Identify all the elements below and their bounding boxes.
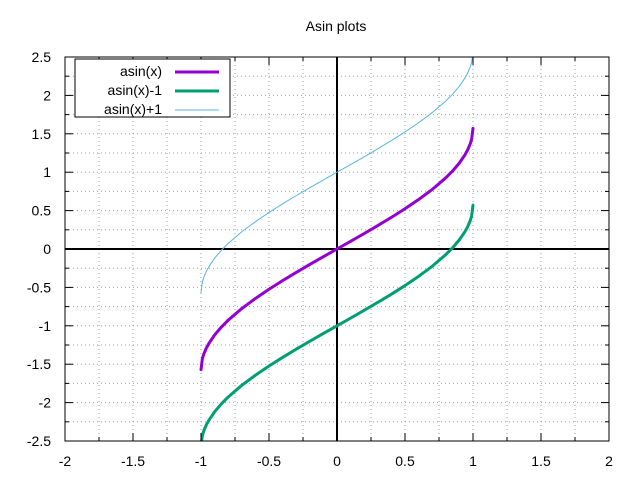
y-tick-label: 1.5 (32, 126, 52, 142)
legend-label-asin-x: asin(x) (120, 63, 162, 79)
x-tick-label: -1.5 (121, 453, 145, 469)
y-tick-label: -2.5 (27, 433, 51, 449)
x-tick-label: -1 (195, 453, 208, 469)
legend-label-asin-x-minus-1: asin(x)-1 (108, 82, 163, 98)
y-tick-label: 0 (43, 241, 51, 257)
legend-box (74, 58, 231, 118)
y-tick-label: -1 (39, 318, 52, 334)
series-line-0 (199, 126, 475, 372)
x-tick-label: 0.5 (395, 453, 415, 469)
x-tick-label: -2 (59, 453, 72, 469)
y-tick-label: -1.5 (27, 356, 51, 372)
series-layer (199, 57, 475, 441)
chart-title: Asin plots (306, 18, 367, 34)
legend: asin(x) asin(x)-1 asin(x)+1 (74, 58, 231, 118)
y-tick-label: 2 (43, 87, 51, 103)
y-axis-tick-labels: -2.5 -2 -1.5 -1 -0.5 0 0.5 1 1.5 2 2.5 (27, 49, 51, 449)
x-tick-label: 2 (605, 453, 613, 469)
x-axis-tick-labels: -2 -1.5 -1 -0.5 0 0.5 1 1.5 2 (59, 453, 613, 469)
y-tick-label: 0.5 (32, 203, 52, 219)
x-tick-label: 0 (333, 453, 341, 469)
x-tick-label: -0.5 (257, 453, 281, 469)
y-tick-label: -0.5 (27, 279, 51, 295)
x-tick-label: 1.5 (531, 453, 551, 469)
legend-label-asin-x-plus-1: asin(x)+1 (104, 101, 162, 117)
y-tick-label: 2.5 (32, 49, 52, 65)
series-line-2 (200, 57, 473, 294)
y-tick-label: -2 (39, 395, 52, 411)
y-tick-label: 1 (43, 164, 51, 180)
series-line-1 (200, 203, 475, 441)
x-tick-label: 1 (469, 453, 477, 469)
